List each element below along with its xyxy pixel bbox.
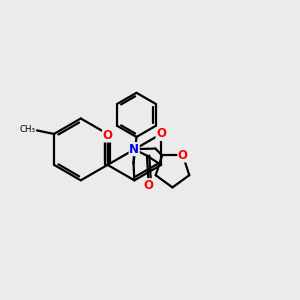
Text: O: O	[178, 149, 188, 162]
Text: O: O	[143, 179, 153, 192]
Text: CH₃: CH₃	[20, 125, 35, 134]
Text: O: O	[103, 129, 112, 142]
Text: O: O	[156, 128, 166, 140]
Text: N: N	[129, 142, 139, 156]
